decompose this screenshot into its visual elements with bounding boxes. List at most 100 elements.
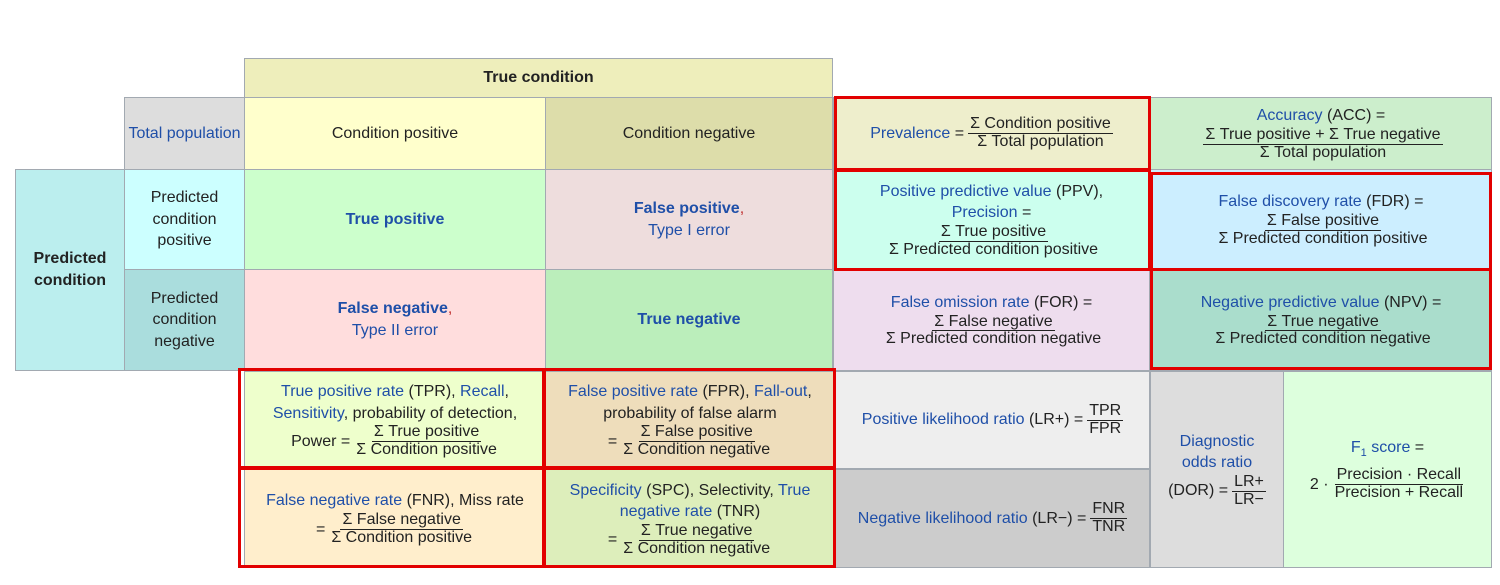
lr-negative-name[interactable]: Negative likelihood ratio [857, 509, 1028, 527]
fdr-abbr: (FDR) = [1366, 193, 1424, 211]
ppv-name[interactable]: Positive predictive value [879, 182, 1052, 200]
fnr-name[interactable]: False negative rate [266, 492, 403, 510]
npv-name[interactable]: Negative predictive value [1200, 293, 1380, 311]
dor-name-1[interactable]: Diagnostic [1179, 432, 1255, 450]
lr-negative-fraction: FNR TNR [1090, 500, 1128, 536]
fpr-abbr: (FPR), [702, 383, 750, 401]
total-population-cell: Total population [124, 97, 245, 170]
false-positive-comma: , [739, 199, 745, 217]
for-denominator: Σ Predicted condition negative [885, 330, 1102, 348]
sensitivity-name[interactable]: Sensitivity [272, 404, 344, 422]
f1-denominator: Precision + Recall [1334, 484, 1464, 502]
precision-name[interactable]: Precision [951, 204, 1018, 222]
f1-name-rest: score [1371, 439, 1411, 457]
spc-numerator: Σ True negative [638, 521, 755, 541]
fpr-numerator: Σ False positive [638, 423, 755, 443]
tpr-cell: True positive rate (TPR), Recall, Sensit… [244, 371, 546, 469]
predicted-condition-negative-cell: Predicted condition negative [124, 269, 245, 371]
true-condition-header: True condition [244, 58, 833, 98]
type-i-error-label[interactable]: Type I error [648, 221, 730, 239]
f1-letter: F [1350, 439, 1361, 457]
predicted-condition-negative-label: Predicted condition negative [150, 289, 219, 350]
accuracy-numerator: Σ True positive + Σ True negative [1203, 126, 1443, 145]
spc-abbr: (SPC), Selectivity, [646, 481, 774, 499]
npv-denominator: Σ Predicted condition negative [1215, 330, 1431, 348]
tpr-numerator: Σ True positive [371, 423, 482, 443]
fpr-eq: = [607, 432, 618, 450]
dor-denominator: LR− [1234, 490, 1264, 508]
tpr-name[interactable]: True positive rate [281, 383, 405, 401]
dor-numerator: LR+ [1232, 472, 1266, 492]
spc-denominator: Σ Condition negative [623, 539, 771, 557]
tnr-name[interactable]: True negative rate [619, 481, 811, 521]
fpr-cell: False positive rate (FPR), Fall-out, pro… [545, 371, 835, 469]
true-positive-cell: True positive [244, 169, 546, 270]
fnr-numerator: Σ False negative [340, 511, 463, 530]
false-negative-cell: False negative, Type II error [244, 269, 546, 371]
accuracy-name[interactable]: Accuracy [1256, 107, 1323, 125]
fdr-fraction: Σ False positive Σ Predicted condition p… [1216, 212, 1429, 248]
f1-name[interactable]: F1 score [1350, 439, 1411, 459]
lr-positive-name[interactable]: Positive likelihood ratio [861, 411, 1025, 429]
predicted-condition-positive-cell: Predicted condition positive [124, 169, 245, 270]
dor-name-2[interactable]: odds ratio [1181, 454, 1253, 472]
fpr-rest: probability of false alarm [603, 404, 777, 422]
spc-cell: Specificity (SPC), Selectivity, True neg… [545, 469, 835, 568]
tpr-denominator: Σ Condition positive [356, 441, 497, 459]
prevalence-cell: Prevalence = Σ Condition positive Σ Tota… [833, 97, 1150, 170]
recall-name[interactable]: Recall [460, 383, 505, 401]
fdr-denominator: Σ Predicted condition positive [1218, 229, 1428, 247]
fdr-name[interactable]: False discovery rate [1218, 193, 1362, 211]
npv-fraction: Σ True negative Σ Predicted condition ne… [1213, 312, 1432, 349]
dor-fraction: LR+ LR− [1232, 472, 1266, 509]
lr-positive-numerator: TPR [1087, 401, 1124, 421]
fpr-name[interactable]: False positive rate [568, 383, 698, 401]
power-name: Power [291, 432, 337, 450]
accuracy-cell: Accuracy (ACC) = Σ True positive + Σ Tru… [1150, 97, 1492, 170]
condition-negative-label: Condition negative [622, 124, 756, 142]
fallout-name[interactable]: Fall-out [754, 383, 808, 401]
fpr-fraction: Σ False positive Σ Condition negative [621, 423, 772, 459]
prevalence-name[interactable]: Prevalence [870, 124, 951, 142]
tpr-sensitivity-comma: , [343, 404, 349, 422]
fpr-fallout-comma: , [807, 383, 812, 401]
spc-name[interactable]: Specificity [569, 481, 642, 499]
f1-eq: = [1414, 439, 1425, 457]
fpr-denominator: Σ Condition negative [623, 441, 771, 459]
true-condition-label: True condition [483, 69, 594, 87]
fnr-eq: = [316, 520, 326, 538]
accuracy-abbr: (ACC) = [1327, 107, 1386, 125]
accuracy-fraction: Σ True positive + Σ True negative Σ Tota… [1203, 126, 1443, 162]
ppv-eq: = [1021, 204, 1032, 222]
ppv-numerator: Σ True positive [938, 222, 1049, 242]
condition-positive-label: Condition positive [331, 124, 459, 142]
for-name[interactable]: False omission rate [890, 293, 1030, 311]
fdr-numerator: Σ False positive [1264, 212, 1382, 231]
for-abbr: (FOR) = [1033, 293, 1093, 311]
type-ii-error-label[interactable]: Type II error [351, 322, 439, 339]
false-negative-comma: , [447, 300, 453, 318]
false-positive-label[interactable]: False positive [633, 199, 740, 217]
ppv-fraction: Σ True positive Σ Predicted condition po… [887, 222, 1100, 259]
lr-negative-abbr: (LR−) = [1032, 509, 1087, 527]
npv-abbr: (NPV) = [1383, 293, 1442, 311]
true-positive-label[interactable]: True positive [345, 210, 445, 228]
false-negative-label[interactable]: False negative [337, 300, 448, 318]
dor-abbr: (DOR) = [1168, 482, 1229, 500]
prevalence-numerator: Σ Condition positive [968, 115, 1113, 134]
lr-positive-fraction: TPR FPR [1087, 401, 1124, 438]
true-negative-label[interactable]: True negative [637, 311, 741, 329]
total-population-label[interactable]: Total population [128, 124, 241, 142]
fnr-fraction: Σ False negative Σ Condition positive [329, 511, 474, 547]
for-cell: False omission rate (FOR) = Σ False nega… [833, 269, 1150, 371]
predicted-condition-cell: Predicted condition [15, 169, 125, 371]
tpr-rest: probability of detection, [352, 404, 518, 422]
lr-positive-abbr: (LR+) = [1028, 411, 1084, 429]
npv-numerator: Σ True negative [1265, 312, 1381, 332]
npv-cell: Negative predictive value (NPV) = Σ True… [1150, 269, 1492, 371]
condition-positive-cell: Condition positive [244, 97, 546, 170]
fnr-denominator: Σ Condition positive [331, 528, 472, 546]
ppv-abbr: (PPV), [1055, 182, 1104, 200]
f1-lead: 2 · [1309, 475, 1329, 493]
lr-negative-denominator: TNR [1092, 518, 1126, 535]
